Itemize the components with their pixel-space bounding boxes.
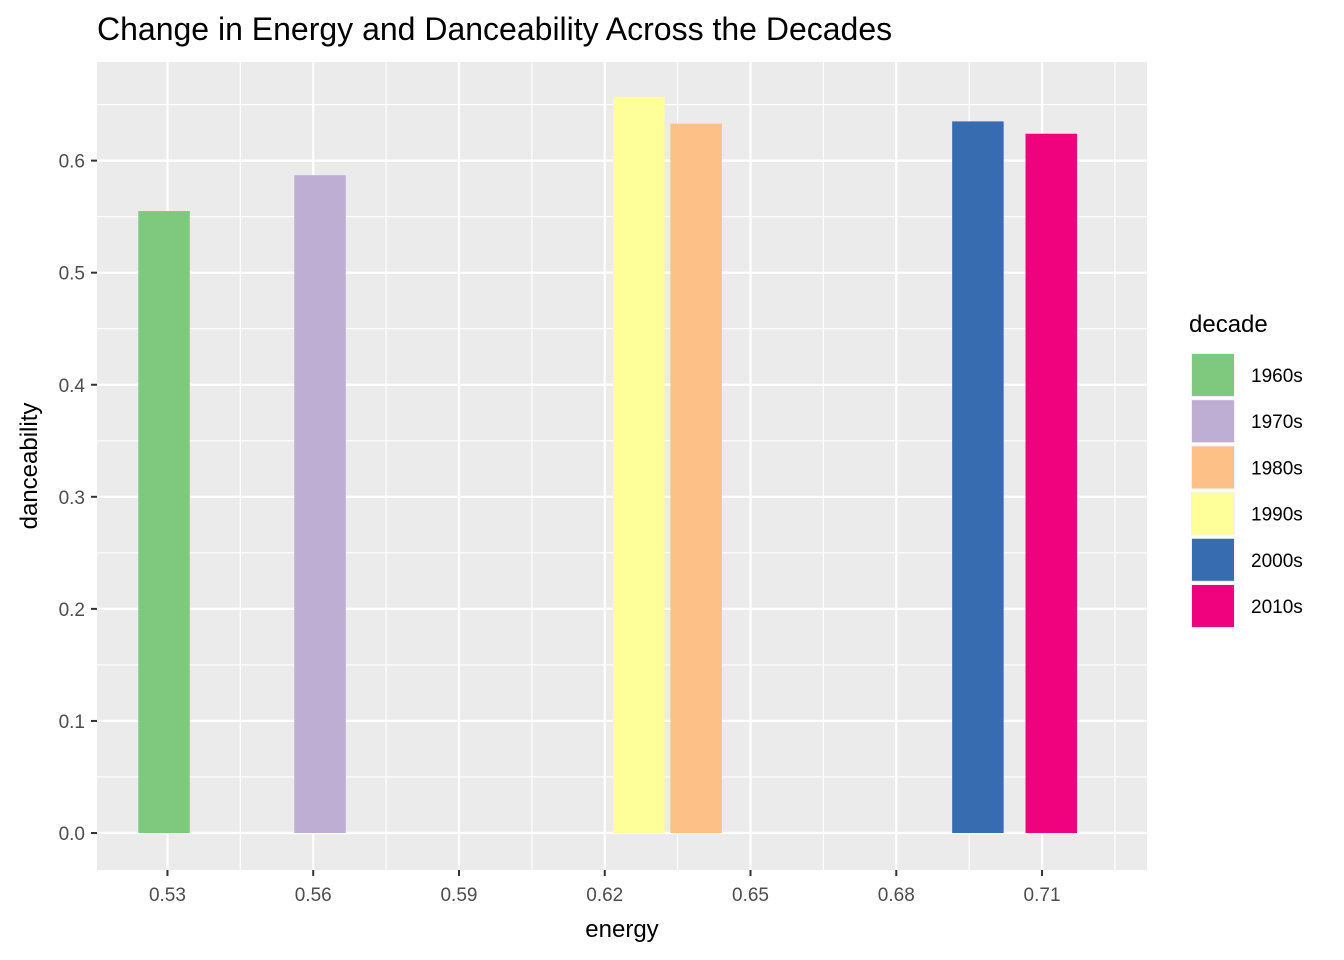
legend-swatch-1960s: [1192, 354, 1234, 396]
legend-swatch-1980s: [1192, 446, 1234, 489]
x-axis-ticks: 0.53 0.56 0.59 0.62 0.65 0.68 0.71: [149, 870, 1061, 906]
legend-swatch-2000s: [1192, 538, 1234, 581]
bar-2000s: [952, 121, 1004, 834]
bar-1960s: [138, 211, 190, 834]
x-tick-label: 0.65: [732, 885, 769, 906]
x-tick-label: 0.62: [586, 885, 623, 906]
x-tick-label: 0.56: [295, 885, 332, 906]
legend-swatch-1990s: [1192, 492, 1234, 535]
y-axis-ticks: 0.0 0.1 0.2 0.3 0.4 0.5 0.6: [59, 152, 97, 845]
legend-title: decade: [1189, 311, 1268, 338]
bar-2010s: [1025, 133, 1078, 834]
bar-1970s: [294, 175, 346, 834]
x-tick-label: 0.59: [440, 885, 477, 906]
y-tick-label: 0.5: [59, 264, 85, 285]
legend-label-2010s: 2010s: [1251, 597, 1303, 618]
y-tick-label: 0.3: [59, 488, 85, 509]
legend-label-1960s: 1960s: [1251, 366, 1303, 387]
legend-swatch-2010s: [1192, 585, 1234, 627]
legend-swatch-1970s: [1192, 400, 1234, 443]
legend-label-2000s: 2000s: [1251, 551, 1303, 572]
legend-label-1980s: 1980s: [1251, 458, 1303, 479]
bar-1980s: [670, 123, 722, 834]
y-axis-title: danceability: [16, 403, 43, 530]
x-tick-label: 0.71: [1024, 885, 1061, 906]
y-tick-label: 0.2: [59, 600, 85, 621]
bar-1990s: [613, 96, 665, 834]
y-tick-label: 0.1: [59, 712, 85, 733]
y-tick-label: 0.6: [59, 152, 85, 173]
bars: [138, 96, 1078, 834]
legend-items: 1960s 1970s 1980s 1990s 2000s 2010s: [1191, 353, 1303, 628]
y-tick-label: 0.0: [59, 824, 85, 845]
y-tick-label: 0.4: [59, 376, 86, 397]
x-tick-label: 0.68: [878, 885, 915, 906]
x-axis-title: energy: [585, 916, 658, 943]
legend: decade 1960s 1970s 1980s 1990s 2000s 2010s: [1189, 311, 1303, 628]
legend-label-1990s: 1990s: [1251, 505, 1303, 526]
legend-label-1970s: 1970s: [1251, 412, 1303, 433]
chart-title: Change in Energy and Danceability Across…: [97, 11, 892, 47]
x-tick-label: 0.53: [149, 885, 186, 906]
